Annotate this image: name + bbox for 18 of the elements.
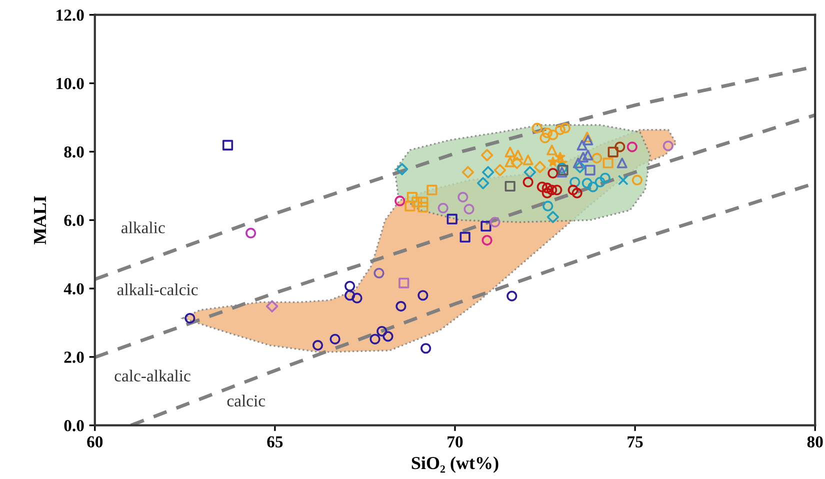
annotation: calc-alkalic	[114, 370, 190, 382]
y-tick-label: 0.0	[64, 420, 84, 432]
x-tick-label: 80	[807, 436, 823, 448]
y-tick-label: 12.0	[56, 10, 84, 21]
annotation: alkali-calcic	[117, 284, 198, 296]
y-tick-label: 8.0	[64, 146, 84, 158]
x-tick-label: 60	[87, 436, 103, 448]
annotation: alkalic	[122, 222, 165, 234]
y-tick-label: 2.0	[64, 352, 84, 363]
y-tick-label: 6.0	[64, 214, 84, 226]
annotation: calcic	[227, 394, 266, 407]
x-axis-title: SiO₂ (wt%)	[412, 456, 498, 473]
x-tick-label: 70	[448, 436, 463, 448]
y-tick-label: 10.0	[56, 78, 84, 90]
y-tick-label: 4.0	[64, 283, 84, 295]
x-tick-label: 65	[267, 436, 283, 448]
y-axis-title: MALI	[34, 196, 46, 244]
x-tick-label: 75	[628, 436, 643, 448]
